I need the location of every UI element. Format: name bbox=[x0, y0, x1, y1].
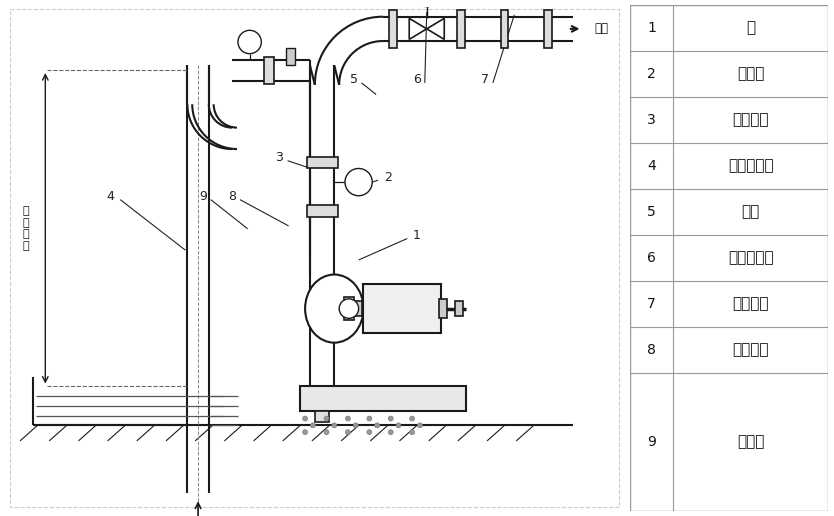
Bar bbox=[457, 10, 465, 48]
Circle shape bbox=[310, 423, 315, 428]
Bar bbox=[300, 386, 465, 411]
Bar bbox=[314, 411, 329, 423]
Bar bbox=[545, 10, 552, 48]
Circle shape bbox=[409, 430, 414, 434]
Text: 吸入硬喂管: 吸入硬喂管 bbox=[728, 158, 774, 173]
Circle shape bbox=[367, 416, 372, 421]
Circle shape bbox=[324, 430, 329, 434]
Text: 加液螺塞: 加液螺塞 bbox=[732, 343, 769, 358]
Text: 4: 4 bbox=[107, 190, 114, 203]
Text: 2: 2 bbox=[647, 67, 656, 81]
Text: 5: 5 bbox=[349, 73, 358, 87]
Text: 泵: 泵 bbox=[746, 21, 756, 36]
Text: 出口垂管: 出口垂管 bbox=[732, 112, 769, 127]
Text: 1: 1 bbox=[647, 21, 656, 35]
Circle shape bbox=[324, 416, 329, 421]
Circle shape bbox=[303, 430, 308, 434]
Bar bbox=[264, 57, 274, 84]
Bar bbox=[354, 301, 361, 316]
Text: 压力表: 压力表 bbox=[737, 67, 765, 82]
Text: 9: 9 bbox=[647, 435, 656, 449]
Circle shape bbox=[389, 416, 393, 421]
Polygon shape bbox=[427, 19, 445, 39]
Bar bbox=[307, 157, 338, 169]
Text: 7: 7 bbox=[481, 73, 489, 87]
Bar bbox=[307, 205, 338, 217]
Text: 弯头: 弯头 bbox=[741, 204, 760, 219]
Circle shape bbox=[332, 423, 337, 428]
Bar bbox=[364, 284, 441, 333]
Circle shape bbox=[396, 423, 401, 428]
Bar bbox=[389, 10, 396, 48]
Text: 出口管路: 出口管路 bbox=[732, 297, 769, 312]
Text: 3: 3 bbox=[647, 113, 656, 127]
Text: 2: 2 bbox=[384, 171, 392, 184]
Circle shape bbox=[354, 423, 358, 428]
Bar bbox=[455, 301, 463, 316]
Circle shape bbox=[339, 299, 359, 318]
Text: 8: 8 bbox=[647, 343, 656, 357]
Text: 安
装
高
度: 安 装 高 度 bbox=[23, 206, 29, 251]
Text: 流量控制阀: 流量控制阀 bbox=[728, 250, 774, 266]
Circle shape bbox=[374, 423, 379, 428]
Circle shape bbox=[345, 416, 350, 421]
Text: 6: 6 bbox=[413, 73, 421, 87]
Text: 4: 4 bbox=[647, 159, 656, 173]
Circle shape bbox=[303, 416, 308, 421]
Bar bbox=[440, 299, 447, 318]
Circle shape bbox=[238, 30, 261, 54]
Circle shape bbox=[345, 430, 350, 434]
Polygon shape bbox=[409, 19, 427, 39]
Circle shape bbox=[345, 169, 372, 196]
Text: 8: 8 bbox=[229, 190, 236, 203]
Text: 7: 7 bbox=[647, 297, 656, 311]
Bar bbox=[285, 48, 295, 66]
Circle shape bbox=[389, 430, 393, 434]
Circle shape bbox=[367, 430, 372, 434]
Circle shape bbox=[409, 416, 414, 421]
Text: 1: 1 bbox=[413, 229, 421, 242]
Text: 真空表: 真空表 bbox=[737, 434, 765, 449]
Bar bbox=[500, 10, 509, 48]
Text: 9: 9 bbox=[199, 190, 207, 203]
Text: 5: 5 bbox=[647, 205, 656, 219]
Ellipse shape bbox=[305, 275, 364, 343]
Text: 出口: 出口 bbox=[595, 22, 609, 36]
Text: 3: 3 bbox=[275, 151, 283, 164]
Bar bbox=[344, 297, 354, 320]
Circle shape bbox=[418, 423, 422, 428]
Text: 6: 6 bbox=[647, 251, 656, 265]
